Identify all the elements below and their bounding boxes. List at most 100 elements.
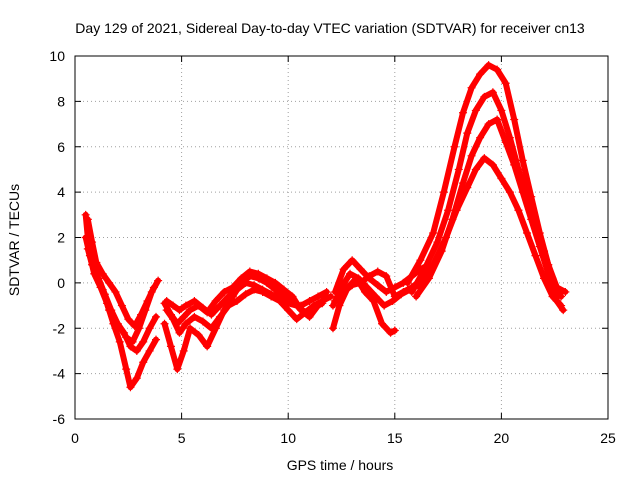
x-tick-label: 0: [71, 430, 79, 446]
data-point: [284, 299, 293, 308]
data-point: [267, 290, 276, 299]
data-point: [452, 206, 461, 215]
data-point: [501, 79, 510, 88]
data-point: [429, 228, 438, 237]
data-point: [510, 115, 519, 124]
data-point: [444, 206, 453, 215]
data-point: [111, 287, 120, 296]
data-point: [467, 151, 476, 160]
data-point: [224, 301, 233, 310]
data-point: [211, 297, 220, 306]
data-point: [154, 276, 163, 285]
data-point: [115, 337, 124, 346]
data-point: [179, 346, 188, 355]
data-point: [463, 129, 472, 138]
data-point: [258, 285, 267, 294]
data-point: [331, 297, 340, 306]
data-point: [100, 290, 109, 299]
series-layer: [81, 61, 570, 392]
data-point: [186, 306, 195, 315]
data-point: [137, 310, 146, 319]
data-point: [346, 269, 355, 278]
data-point: [493, 65, 502, 74]
data-point: [429, 260, 438, 269]
data-point: [305, 312, 314, 321]
data-point: [439, 188, 448, 197]
data-point: [356, 278, 365, 287]
data-point: [237, 274, 246, 283]
data-point: [169, 301, 178, 310]
data-point: [152, 312, 161, 321]
data-point: [292, 315, 301, 324]
data-point: [107, 306, 116, 315]
data-point: [162, 306, 171, 315]
data-point: [113, 319, 122, 328]
data-point: [198, 317, 207, 326]
data-point: [518, 156, 527, 165]
data-point: [301, 308, 310, 317]
data-point: [356, 265, 365, 274]
data-point: [166, 342, 175, 351]
x-axis-label: GPS time / hours: [287, 457, 394, 473]
data-point: [126, 342, 135, 351]
data-point: [254, 269, 263, 278]
data-point: [390, 292, 399, 301]
y-tick-label: 4: [57, 184, 65, 200]
data-point: [407, 287, 416, 296]
data-point: [505, 133, 514, 142]
series-track-8: [162, 278, 327, 319]
data-point: [169, 315, 178, 324]
data-point: [215, 312, 224, 321]
data-point: [371, 292, 380, 301]
data-point: [98, 269, 107, 278]
data-point: [88, 238, 97, 247]
data-point: [501, 138, 510, 147]
data-point: [348, 281, 357, 290]
data-point: [224, 292, 233, 301]
data-point: [328, 324, 337, 333]
data-point: [454, 165, 463, 174]
y-tick-label: 2: [57, 230, 65, 246]
data-point: [181, 319, 190, 328]
data-point: [399, 287, 408, 296]
data-point: [262, 274, 271, 283]
data-point: [179, 312, 188, 321]
plot-frame: [74, 55, 609, 420]
data-point: [471, 106, 480, 115]
data-point: [326, 292, 335, 301]
series-trace: [84, 245, 159, 354]
data-point: [124, 315, 133, 324]
data-point: [173, 365, 182, 374]
data-point: [139, 358, 148, 367]
data-point: [505, 188, 514, 197]
data-point: [117, 301, 126, 310]
data-point: [105, 278, 114, 287]
data-point: [220, 287, 229, 296]
data-point: [314, 292, 323, 301]
data-point: [463, 183, 472, 192]
data-point: [130, 321, 139, 330]
data-point: [476, 70, 485, 79]
data-point: [126, 383, 135, 392]
data-point: [215, 301, 224, 310]
data-point: [412, 292, 421, 301]
data-point: [348, 256, 357, 265]
data-point: [480, 92, 489, 101]
data-point: [459, 179, 468, 188]
data-point: [510, 160, 519, 169]
data-point: [175, 328, 184, 337]
y-tick-label: 8: [57, 93, 65, 109]
data-point: [540, 274, 549, 283]
data-point: [416, 283, 425, 292]
data-point: [198, 303, 207, 312]
data-point: [450, 142, 459, 151]
data-point: [132, 346, 141, 355]
y-tick-label: -4: [53, 366, 66, 382]
data-point: [160, 319, 169, 328]
data-point: [162, 297, 171, 306]
data-point: [122, 365, 131, 374]
data-point: [241, 290, 250, 299]
data-point: [416, 256, 425, 265]
data-point: [284, 306, 293, 315]
